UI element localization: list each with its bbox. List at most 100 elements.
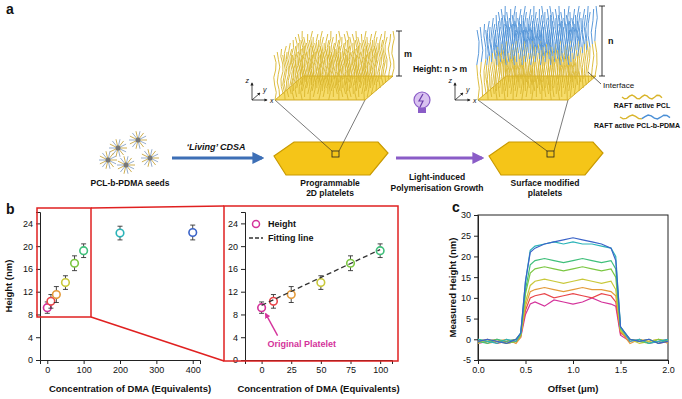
polymer-chain <box>322 52 325 97</box>
polymer-chain <box>552 62 555 97</box>
point <box>47 298 55 306</box>
platelet-region <box>332 151 339 157</box>
tick-label: 4 <box>233 333 238 343</box>
polymer-chain <box>588 12 590 47</box>
tick: 400 <box>186 360 201 375</box>
axis-line <box>474 216 479 361</box>
tick-label: 0.5 <box>520 365 533 375</box>
tick-label: 5 <box>466 314 471 324</box>
tick-mark <box>120 360 121 364</box>
polymer-chain <box>299 49 302 94</box>
bulb-glass <box>414 92 430 108</box>
polymer-chain <box>495 65 497 100</box>
error-cap <box>318 289 323 290</box>
tick: 0 <box>45 360 50 375</box>
polymer-chain <box>549 65 551 100</box>
polymer-chain <box>388 34 391 79</box>
tick-mark <box>474 319 478 320</box>
polymer-chain <box>595 41 597 76</box>
polymer-chain <box>562 62 564 97</box>
label: x <box>269 97 274 104</box>
label: platelets <box>528 188 563 198</box>
polymer-chain <box>549 30 551 65</box>
tick-label: 20 <box>228 242 238 252</box>
tick-mark <box>474 277 478 278</box>
point <box>116 229 124 237</box>
polymer-chain <box>534 27 537 62</box>
tick-mark <box>474 360 478 361</box>
tick-label: 12 <box>228 287 238 297</box>
polymer-chain <box>484 24 486 59</box>
label: Surface modified <box>511 178 580 188</box>
polymer-chain <box>477 65 479 100</box>
tick-label: 16 <box>23 264 33 274</box>
polymer-chain <box>486 65 488 100</box>
polymer-chain <box>525 27 528 62</box>
axes-triad: xyz <box>448 77 478 104</box>
tick-mark <box>526 360 527 364</box>
zoom-connector <box>91 317 224 361</box>
tick-label: 75 <box>346 365 356 375</box>
tick-label: 1.0 <box>567 365 580 375</box>
error-cap <box>190 225 195 226</box>
tick-label: 20 <box>23 242 33 252</box>
tick: 20 <box>461 252 478 262</box>
zoom-indicator <box>37 206 398 361</box>
seed-micelle <box>99 151 117 169</box>
tick-label: -5 <box>463 355 471 365</box>
data-line <box>478 238 668 344</box>
polymer-chain <box>371 49 374 94</box>
polymer-chain <box>540 65 542 100</box>
seed-core <box>124 163 129 168</box>
annotation: Original Platelet <box>268 339 337 349</box>
tick: 1.0 <box>567 360 580 375</box>
error-cap <box>259 301 264 302</box>
polymer-chain <box>578 56 580 91</box>
polymer-chain <box>581 53 584 88</box>
chart: 0.00.51.01.52.0-5051015202530Offset (μm)… <box>447 199 675 394</box>
polymer-chain <box>591 44 594 79</box>
polymer-chain <box>301 55 304 100</box>
tick-mark <box>241 314 245 315</box>
error-cap <box>81 257 86 258</box>
tick-label: 25 <box>287 365 297 375</box>
tick: 300 <box>149 360 164 375</box>
tick-label: 10 <box>461 293 471 303</box>
label: RAFT active PCL-b-PDMA <box>594 122 680 129</box>
y-axis: -5051015202530 <box>461 210 479 365</box>
tick: 30 <box>461 210 478 220</box>
error-cap <box>45 313 50 314</box>
tick-mark <box>474 298 478 299</box>
tick: 12 <box>228 287 245 297</box>
polymer-chain <box>480 27 483 62</box>
tick: 16 <box>228 264 245 274</box>
tick-label: 8 <box>28 310 33 320</box>
point <box>62 279 70 287</box>
error-cap <box>378 243 383 244</box>
label: 2D platelets <box>306 188 354 198</box>
error-cap <box>72 270 77 271</box>
polymer-chain <box>574 59 576 94</box>
tick-label: 0 <box>260 365 265 375</box>
legend-chain <box>622 95 662 99</box>
polymer-chain <box>477 30 479 65</box>
axis-arrow <box>455 83 456 100</box>
polymer-chain <box>304 52 307 97</box>
plot-frame <box>478 215 668 360</box>
polymer-chain <box>584 15 587 50</box>
tick-label: 24 <box>23 219 33 229</box>
polymer-chain <box>574 24 577 59</box>
polymer-chain <box>558 65 561 100</box>
tick: 75 <box>346 360 356 375</box>
tick-mark <box>668 360 669 364</box>
tick-label: 30 <box>461 210 471 220</box>
polymer-chain <box>385 37 387 82</box>
seed-micelle <box>141 149 159 167</box>
polymer-chain <box>337 55 340 100</box>
legend-chain <box>642 115 670 119</box>
y-axis: 04812162024 <box>228 213 246 366</box>
x-axis: 0100200300400 <box>41 360 201 375</box>
polymer-chain <box>489 62 491 97</box>
point <box>53 291 61 299</box>
tick-mark <box>474 215 478 216</box>
